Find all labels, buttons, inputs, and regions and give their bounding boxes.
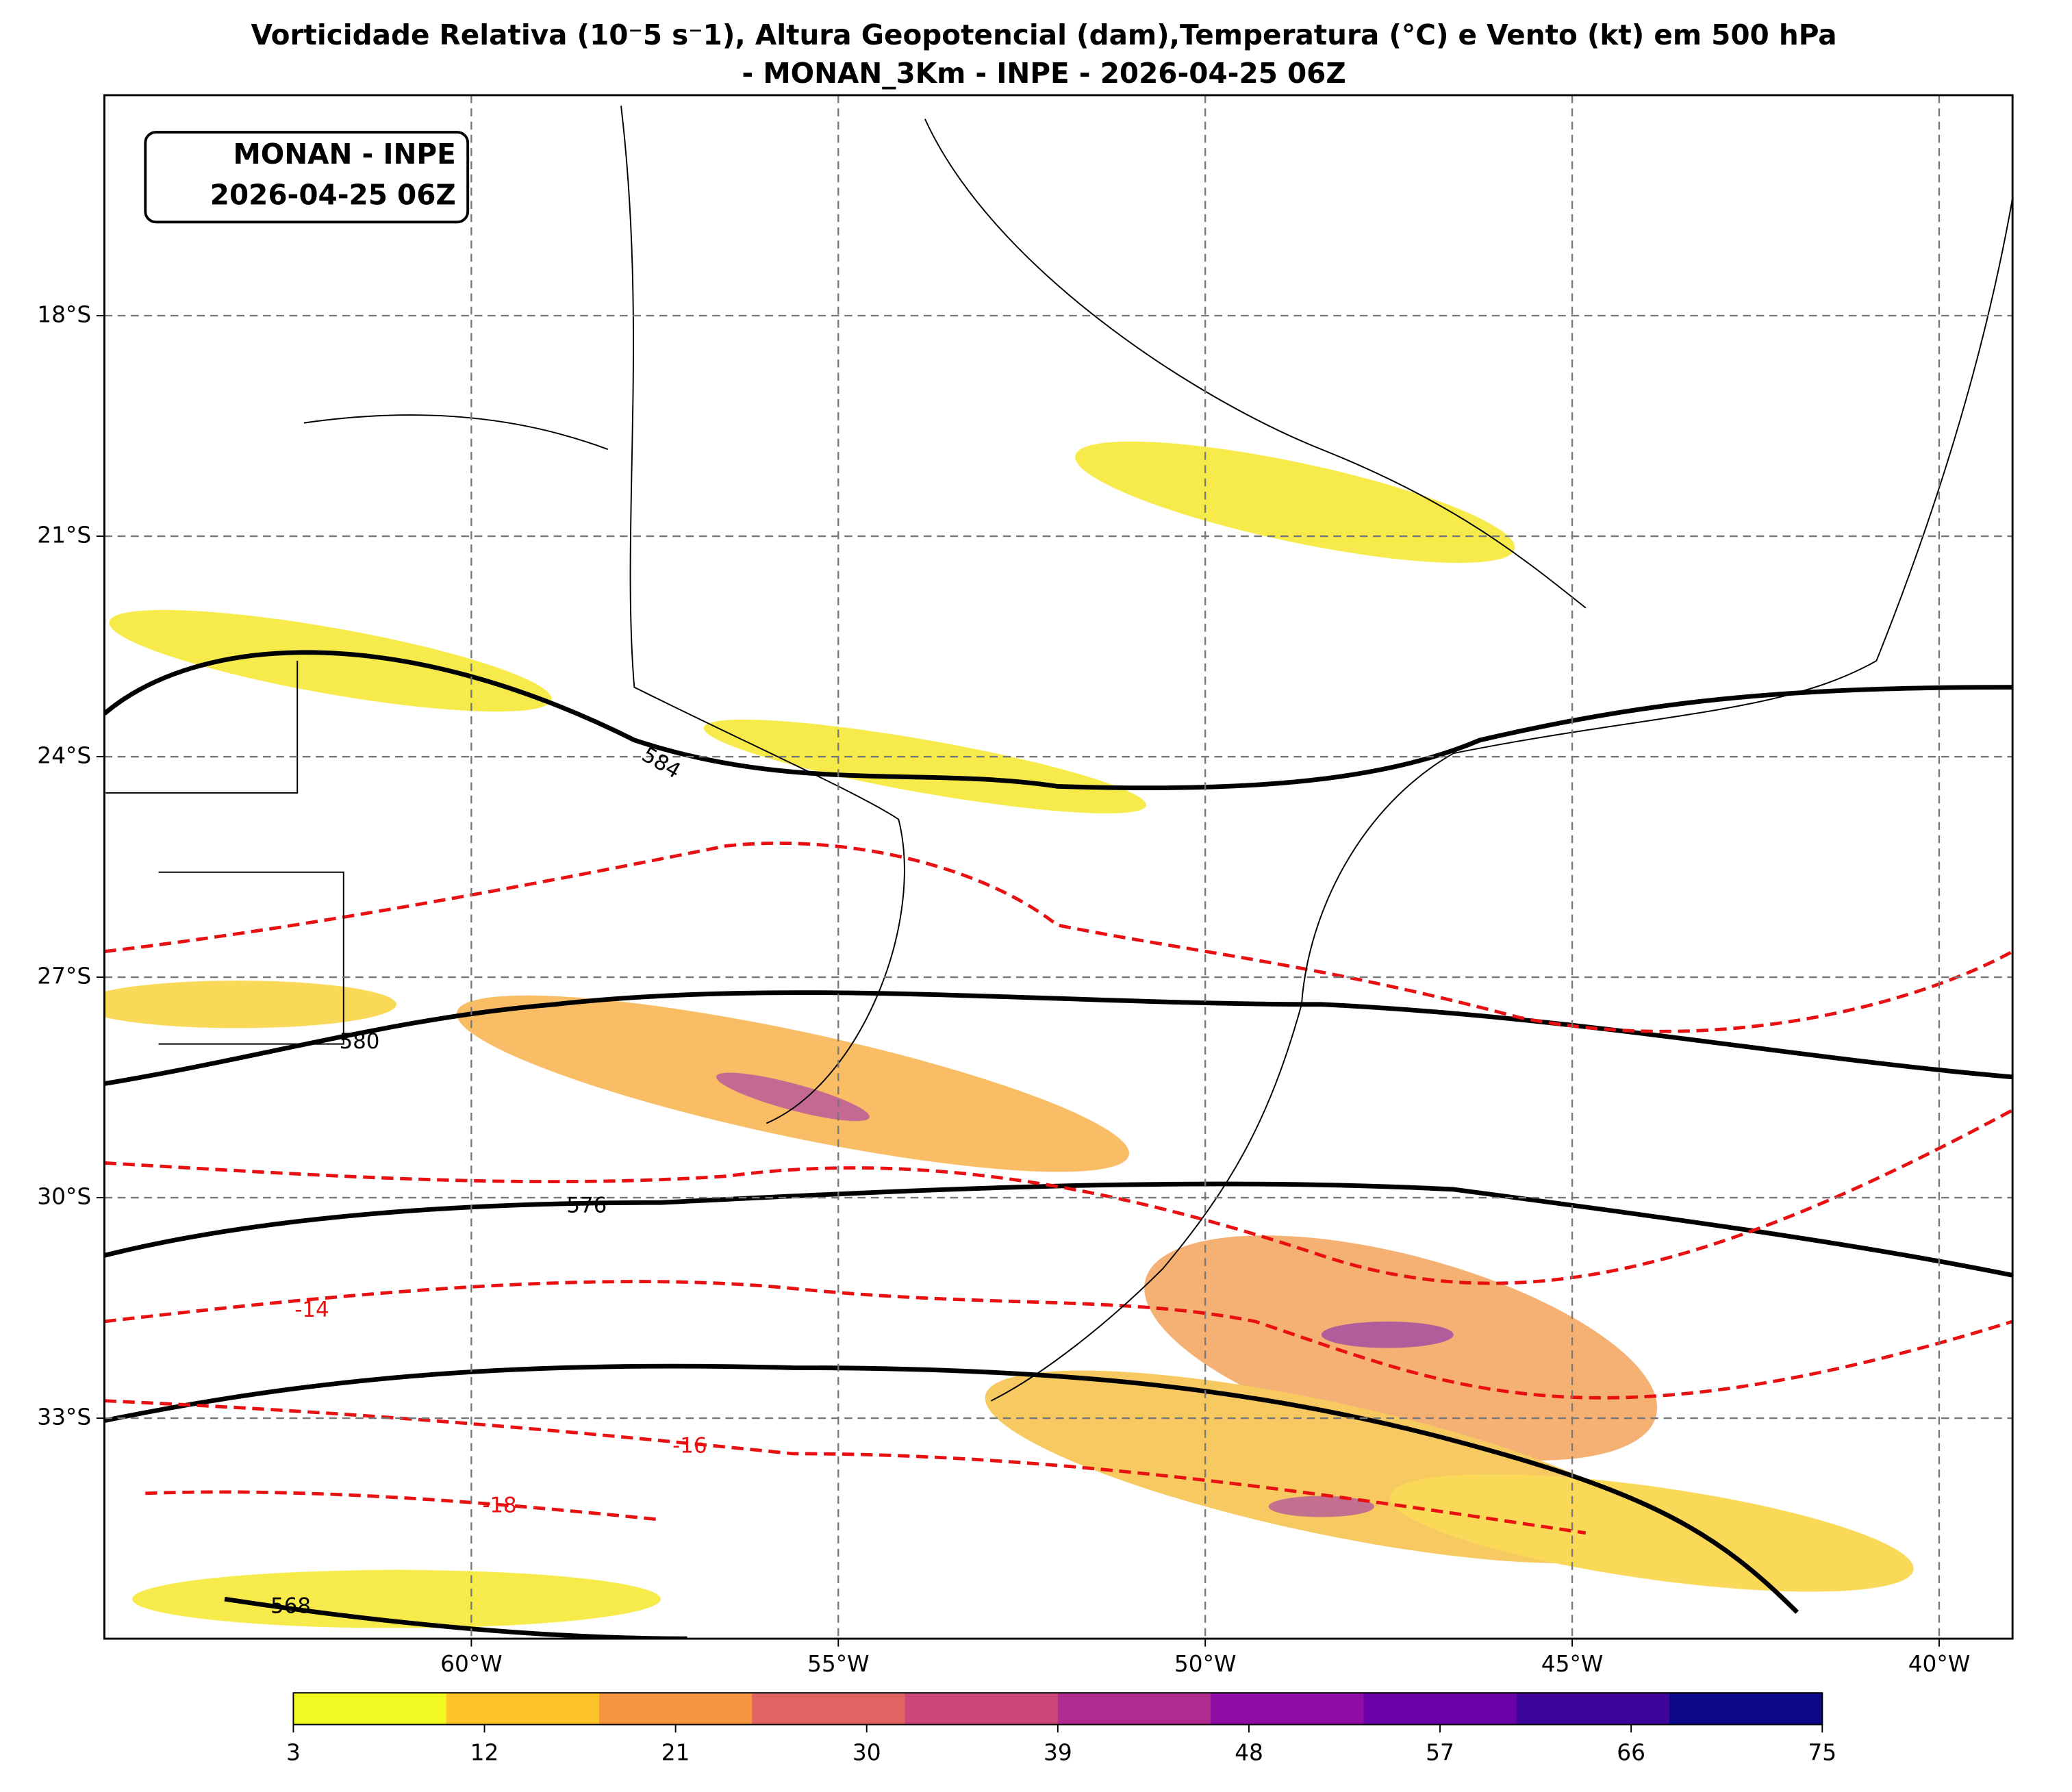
- title-line-2: - MONAN_3Km - INPE - 2026-04-25 06Z: [742, 57, 1345, 90]
- colorbar-swatch: [1057, 1693, 1212, 1725]
- colorbar-tick-label: 48: [1235, 1739, 1263, 1765]
- colorbar-tick-label: 12: [470, 1739, 499, 1765]
- contour-label: 580: [339, 1029, 379, 1054]
- map-field: [104, 105, 2013, 1639]
- graticule: 60°W 55°W 50°W 45°W 40°W 18°S 21°S 24°S 27°S 30°S…: [37, 95, 2013, 1677]
- contour-label: -16: [672, 1434, 707, 1459]
- colorbar-swatch: [293, 1693, 447, 1725]
- contour-label: -14: [294, 1298, 329, 1322]
- annotation-line: 2026-04-25 06Z: [210, 179, 456, 212]
- colorbar-swatch: [1669, 1693, 1823, 1725]
- x-tick-label: 55°W: [807, 1651, 870, 1677]
- colorbar-swatch: [598, 1693, 753, 1725]
- borders: [105, 105, 2013, 1402]
- contour-label: 576: [566, 1194, 607, 1218]
- title-line-1: Vorticidade Relativa (10⁻5 s⁻1), Altura …: [251, 18, 1837, 51]
- y-tick-label: 30°S: [37, 1184, 91, 1210]
- colorbar-swatch: [905, 1693, 1059, 1725]
- y-tick-label: 33°S: [37, 1404, 91, 1430]
- y-tick-label: 27°S: [37, 963, 91, 989]
- x-tick-label: 60°W: [440, 1651, 503, 1677]
- colorbar-swatch: [1363, 1693, 1517, 1725]
- vorticity-shading: [104, 441, 1914, 1628]
- x-tick-label: 45°W: [1541, 1651, 1604, 1677]
- colorbar-tick-label: 66: [1617, 1739, 1645, 1765]
- y-tick-label: 21°S: [37, 522, 91, 548]
- x-tick-label: 50°W: [1174, 1651, 1237, 1677]
- colorbar-swatch: [446, 1693, 600, 1725]
- map-frame: [103, 94, 2014, 1640]
- contour-label: -18: [482, 1493, 516, 1518]
- colorbar-tick-label: 75: [1808, 1739, 1836, 1765]
- colorbar-tick-label: 21: [661, 1739, 690, 1765]
- y-tick-label: 18°S: [37, 302, 91, 328]
- x-tick-label: 40°W: [1908, 1651, 1971, 1677]
- colorbar-swatch: [1211, 1693, 1365, 1725]
- colorbar: 3 12 21 30 39 48 57 66 75: [286, 1692, 1836, 1765]
- annotation-frame: [144, 131, 470, 224]
- annotation-line: MONAN - INPE: [233, 138, 455, 171]
- y-tick-label: 24°S: [37, 743, 91, 769]
- contour-label: 584: [637, 742, 685, 784]
- colorbar-tick-label: 30: [852, 1739, 881, 1765]
- colorbar-tick-label: 39: [1044, 1739, 1072, 1765]
- colorbar-tick-label: 3: [286, 1739, 301, 1765]
- colorbar-swatch: [1516, 1693, 1670, 1725]
- contour-label: 568: [270, 1593, 311, 1618]
- colorbar-tick-label: 57: [1426, 1739, 1454, 1765]
- annotation-box: MONAN - INPE 2026-04-25 06Z: [144, 131, 470, 224]
- colorbar-swatch: [752, 1693, 906, 1725]
- temperature-contours: [104, 842, 2013, 1535]
